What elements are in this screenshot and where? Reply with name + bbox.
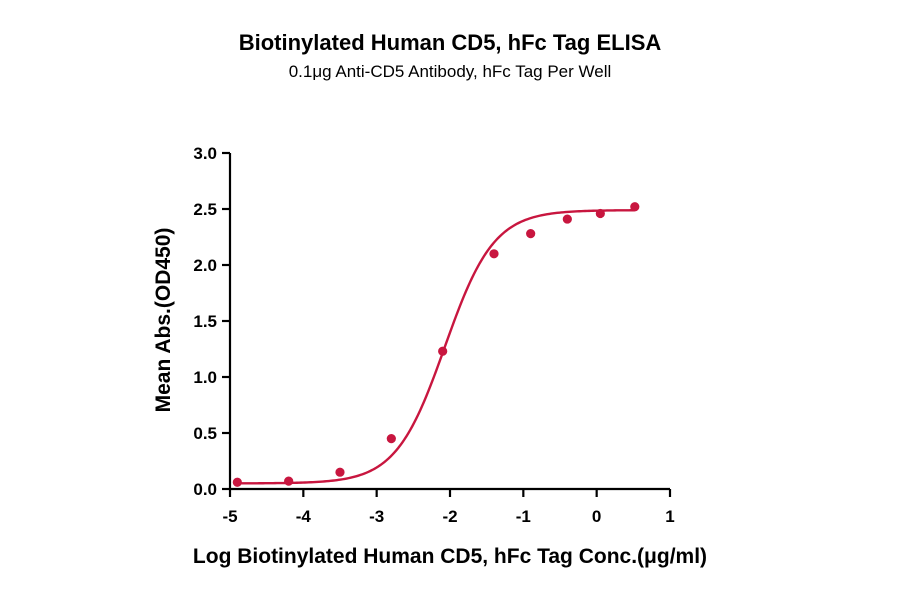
- chart-title: Biotinylated Human CD5, hFc Tag ELISA: [238, 30, 662, 55]
- data-point: [630, 202, 640, 212]
- data-point: [438, 346, 448, 356]
- y-tick-label: 3.0: [193, 144, 217, 163]
- y-tick-label: 0.5: [193, 424, 217, 443]
- x-tick-label: -5: [222, 507, 237, 526]
- x-axis-label: Log Biotinylated Human CD5, hFc Tag Conc…: [193, 545, 707, 568]
- data-point: [386, 434, 396, 444]
- y-tick-label: 1.0: [193, 368, 217, 387]
- data-point: [562, 214, 572, 224]
- y-tick-label: 0.0: [193, 480, 217, 499]
- x-tick-label: -1: [516, 507, 531, 526]
- fit-curve: [237, 209, 635, 485]
- y-tick-label: 2.5: [193, 200, 217, 219]
- data-point: [232, 477, 242, 487]
- x-tick-label: -3: [369, 507, 384, 526]
- x-tick-label: 1: [665, 507, 674, 526]
- data-point: [335, 467, 345, 477]
- x-tick-label: 0: [592, 507, 601, 526]
- data-point: [489, 249, 499, 259]
- chart-subtitle: 0.1μg Anti-CD5 Antibody, hFc Tag Per Wel…: [288, 62, 612, 81]
- data-point: [595, 208, 605, 219]
- axes: 0.0 0.5 1.0 1.5 2.0 2.5 3.0 -5 -4 -3 -2 -1 0 1: [193, 144, 674, 526]
- data-marks: [232, 202, 640, 487]
- x-tick-label: -2: [442, 507, 457, 526]
- data-point: [526, 229, 536, 239]
- x-tick-label: -4: [296, 507, 312, 526]
- y-axis-label: Mean Abs.(OD450): [152, 228, 175, 413]
- data-point: [284, 476, 294, 486]
- y-tick-label: 2.0: [193, 256, 217, 275]
- y-tick-label: 1.5: [193, 312, 217, 331]
